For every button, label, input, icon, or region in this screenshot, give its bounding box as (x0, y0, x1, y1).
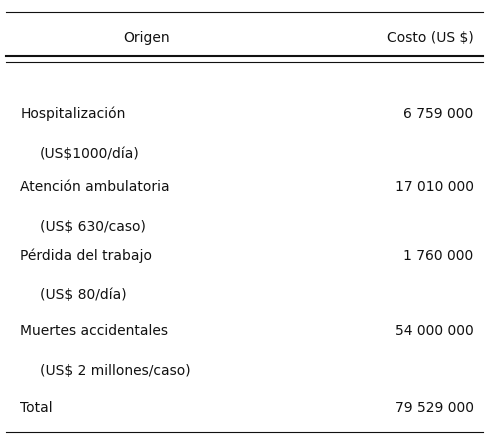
Text: (US$1000/día): (US$1000/día) (40, 147, 139, 161)
Text: Hospitalización: Hospitalización (20, 107, 125, 121)
Text: Origen: Origen (123, 32, 170, 45)
Text: Muertes accidentales: Muertes accidentales (20, 324, 168, 338)
Text: 17 010 000: 17 010 000 (394, 180, 473, 194)
Text: Total: Total (20, 401, 53, 415)
Text: (US$ 2 millones/caso): (US$ 2 millones/caso) (40, 364, 190, 378)
Text: 1 760 000: 1 760 000 (403, 249, 473, 262)
Text: 54 000 000: 54 000 000 (394, 324, 473, 338)
Text: Pérdida del trabajo: Pérdida del trabajo (20, 249, 152, 263)
Text: (US$ 80/día): (US$ 80/día) (40, 289, 126, 302)
Text: 6 759 000: 6 759 000 (403, 107, 473, 121)
Text: Costo (US $): Costo (US $) (386, 32, 473, 45)
Text: 79 529 000: 79 529 000 (394, 401, 473, 415)
Text: Atención ambulatoria: Atención ambulatoria (20, 180, 169, 194)
Text: (US$ 630/caso): (US$ 630/caso) (40, 220, 145, 234)
